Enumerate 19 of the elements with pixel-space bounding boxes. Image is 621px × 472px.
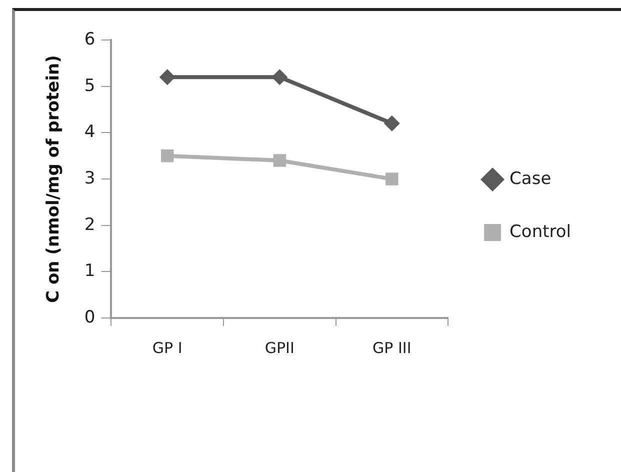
y-axis-title: C on (nmol/mg of protein) xyxy=(44,55,64,303)
point xyxy=(272,69,288,86)
y-tick-label: 6 xyxy=(84,29,96,50)
point xyxy=(384,115,400,132)
point xyxy=(386,172,398,186)
y-tick-label: 0 xyxy=(84,307,96,328)
x-tick-label: GPII xyxy=(264,338,294,357)
y-tick-label: 1 xyxy=(84,261,96,282)
y-tick-label: 5 xyxy=(84,76,96,96)
y-tick-label: 2 xyxy=(84,214,96,235)
legend-label: Case xyxy=(510,168,552,189)
legend-label: Control xyxy=(510,222,571,242)
x-tick-label: GP III xyxy=(372,338,412,357)
y-tick-label: 4 xyxy=(84,122,96,142)
x-tick-label: GP I xyxy=(152,338,182,357)
point xyxy=(273,154,286,167)
y-tick-label: 3 xyxy=(84,168,96,188)
point xyxy=(159,69,176,86)
point xyxy=(160,149,174,162)
